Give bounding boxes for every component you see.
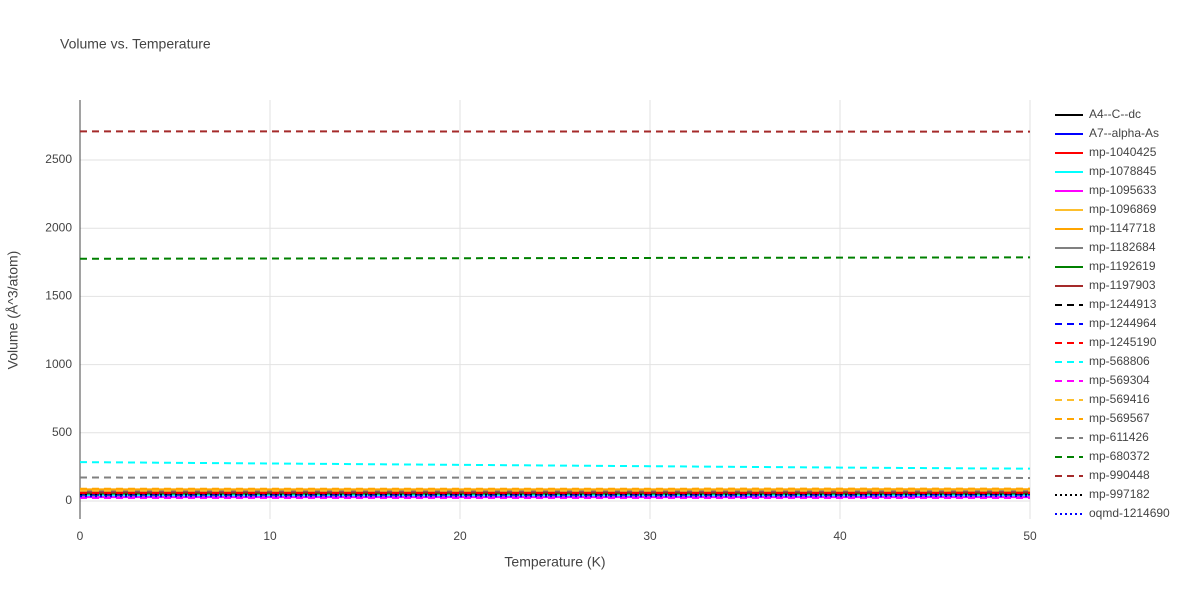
y-axis-label: Volume (Å^3/atom) [5,251,21,370]
legend-label: mp-1244964 [1089,316,1157,330]
legend-label: mp-611426 [1089,430,1149,444]
legend-label: mp-569416 [1089,392,1150,406]
legend-label: mp-1192619 [1089,259,1156,273]
legend-label: oqmd-1214690 [1089,506,1170,520]
legend-label: mp-569567 [1089,411,1150,425]
x-tick-label: 0 [77,529,84,543]
legend-label: mp-1197903 [1089,278,1156,292]
legend-label: mp-1040425 [1089,145,1157,159]
x-tick-label: 30 [643,529,657,543]
series-line [79,256,1031,260]
legend-label: mp-1245190 [1089,335,1157,349]
legend-label: mp-1095633 [1089,183,1157,197]
legend-label: mp-1244913 [1089,297,1157,311]
legend-label: mp-568806 [1089,354,1150,368]
y-tick-label: 1500 [45,289,72,303]
series-line [79,461,1031,470]
x-tick-label: 20 [453,529,467,543]
x-tick-label: 40 [833,529,847,543]
y-tick-label: 1000 [45,357,72,371]
legend-label: mp-1078845 [1089,164,1157,178]
legend-label: mp-1147718 [1089,221,1156,235]
chart-title: Volume vs. Temperature [60,36,211,52]
legend-label: A7--alpha-As [1089,126,1159,140]
legend-label: A4--C--dc [1089,107,1141,121]
x-axis-label: Temperature (K) [504,554,605,570]
y-tick-label: 2500 [45,152,72,166]
x-tick-label: 50 [1023,529,1037,543]
legend-label: mp-990448 [1089,468,1150,482]
y-tick-label: 2000 [45,220,72,234]
legend-label: mp-1182684 [1089,240,1156,254]
legend-label: mp-1096869 [1089,202,1157,216]
x-tick-label: 10 [263,529,277,543]
legend-label: mp-680372 [1089,449,1150,463]
y-tick-label: 500 [52,425,72,439]
legend-label: mp-569304 [1089,373,1150,387]
legend-label: mp-997182 [1089,487,1150,501]
y-tick-label: 0 [65,493,72,507]
